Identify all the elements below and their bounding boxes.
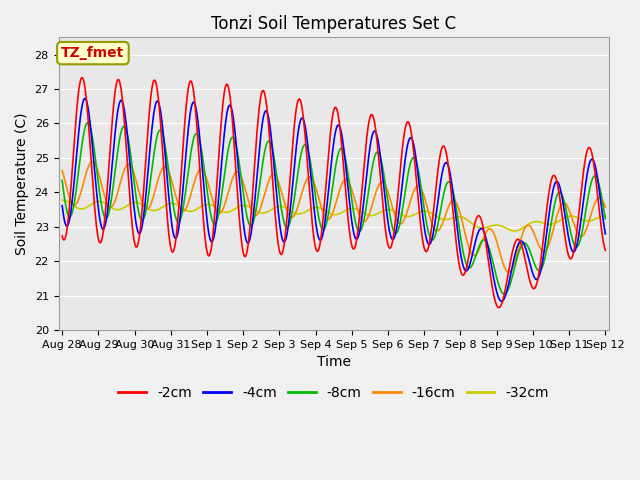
Text: TZ_fmet: TZ_fmet — [61, 46, 125, 60]
Legend: -2cm, -4cm, -8cm, -16cm, -32cm: -2cm, -4cm, -8cm, -16cm, -32cm — [113, 380, 554, 405]
X-axis label: Time: Time — [317, 355, 351, 369]
Title: Tonzi Soil Temperatures Set C: Tonzi Soil Temperatures Set C — [211, 15, 456, 33]
Y-axis label: Soil Temperature (C): Soil Temperature (C) — [15, 112, 29, 255]
